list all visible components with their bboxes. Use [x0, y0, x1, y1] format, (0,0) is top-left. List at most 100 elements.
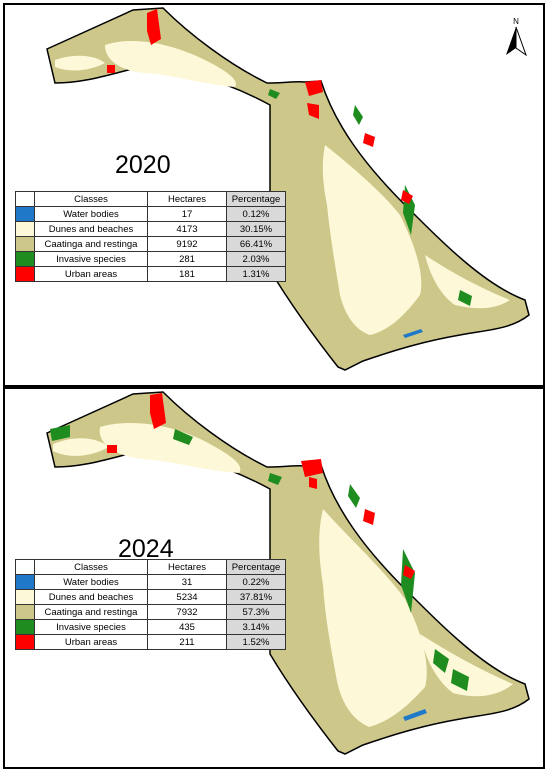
legend-row: Dunes and beaches 4173 30.15% — [15, 221, 286, 237]
dunes-area — [105, 40, 236, 87]
header-classes: Classes — [34, 559, 148, 575]
year-label-2020: 2020 — [115, 151, 171, 179]
urban-area — [150, 393, 166, 429]
dunes-area — [53, 438, 109, 456]
invasive-area — [173, 429, 193, 445]
legend-swatch-water — [15, 206, 35, 222]
legend-row: Invasive species 435 3.14% — [15, 619, 286, 635]
legend-class: Urban areas — [34, 634, 148, 650]
water-body — [403, 709, 427, 721]
legend-class: Caatinga and restinga — [34, 604, 148, 620]
invasive-area — [458, 290, 472, 306]
legend-hectares: 31 — [147, 574, 227, 590]
legend-swatch-invasive — [15, 619, 35, 635]
invasive-area — [353, 105, 363, 125]
legend-percentage: 2.03% — [226, 251, 286, 267]
legend-percentage: 66.41% — [226, 236, 286, 252]
legend-header-row: Classes Hectares Percentage — [15, 191, 286, 207]
invasive-area — [268, 89, 280, 99]
legend-hectares: 5234 — [147, 589, 227, 605]
legend-percentage: 37.81% — [226, 589, 286, 605]
invasive-area — [50, 425, 70, 441]
legend-swatch-water — [15, 574, 35, 590]
legend-row: Caatinga and restinga 9192 66.41% — [15, 236, 286, 252]
legend-hectares: 7932 — [147, 604, 227, 620]
urban-area — [107, 65, 115, 73]
map-panel-2020: N 2020 Classes Hectares Percentage Water… — [3, 3, 545, 387]
legend-swatch-dunes — [15, 221, 35, 237]
legend-row: Urban areas 211 1.52% — [15, 634, 286, 650]
dunes-area — [99, 423, 241, 473]
invasive-area — [348, 484, 360, 508]
urban-area — [403, 565, 415, 579]
invasive-area — [401, 549, 415, 613]
dunes-area — [425, 255, 510, 309]
land-cover-map-2020 — [46, 7, 530, 371]
legend-percentage: 1.31% — [226, 266, 286, 282]
legend-hectares: 281 — [147, 251, 227, 267]
legend-class: Urban areas — [34, 266, 148, 282]
legend-swatch-dunes — [15, 589, 35, 605]
legend-header-row: Classes Hectares Percentage — [15, 559, 286, 575]
header-hectares: Hectares — [147, 191, 227, 207]
dunes-area — [55, 55, 105, 71]
legend-hectares: 435 — [147, 619, 227, 635]
dunes-area — [319, 509, 427, 727]
year-label-2024: 2024 — [118, 535, 174, 563]
map-panel-2024: 2024 Classes Hectares Percentage Water b… — [3, 387, 545, 769]
urban-area — [305, 80, 323, 96]
urban-area — [107, 445, 117, 453]
invasive-area — [433, 649, 449, 673]
urban-area — [301, 459, 323, 477]
legend-swatch-urban — [15, 266, 35, 282]
legend-table-2024: Classes Hectares Percentage Water bodies… — [15, 559, 286, 650]
header-percentage: Percentage — [226, 191, 286, 207]
water-body — [403, 329, 423, 338]
legend-swatch-caatinga — [15, 604, 35, 620]
legend-class: Dunes and beaches — [34, 221, 148, 237]
north-arrow-icon: N — [506, 17, 527, 57]
legend-hectares: 17 — [147, 206, 227, 222]
header-percentage: Percentage — [226, 559, 286, 575]
header-classes: Classes — [34, 191, 148, 207]
header-hectares: Hectares — [147, 559, 227, 575]
legend-percentage: 0.12% — [226, 206, 286, 222]
legend-row: Water bodies 31 0.22% — [15, 574, 286, 590]
legend-percentage: 30.15% — [226, 221, 286, 237]
legend-percentage: 3.14% — [226, 619, 286, 635]
legend-percentage: 0.22% — [226, 574, 286, 590]
legend-row: Invasive species 281 2.03% — [15, 251, 286, 267]
legend-class: Water bodies — [34, 574, 148, 590]
dunes-area — [322, 145, 422, 335]
legend-row: Caatinga and restinga 7932 57.3% — [15, 604, 286, 620]
legend-class: Invasive species — [34, 619, 148, 635]
urban-area — [363, 133, 375, 147]
legend-class: Invasive species — [34, 251, 148, 267]
urban-area — [307, 103, 319, 119]
urban-area — [309, 477, 317, 489]
legend-class: Dunes and beaches — [34, 589, 148, 605]
legend-table-2020: Classes Hectares Percentage Water bodies… — [15, 191, 286, 282]
legend-hectares: 211 — [147, 634, 227, 650]
legend-swatch-invasive — [15, 251, 35, 267]
legend-class: Caatinga and restinga — [34, 236, 148, 252]
north-label: N — [513, 17, 519, 26]
legend-hectares: 9192 — [147, 236, 227, 252]
legend-hectares: 4173 — [147, 221, 227, 237]
urban-area — [363, 509, 375, 525]
legend-row: Dunes and beaches 5234 37.81% — [15, 589, 286, 605]
legend-row: Urban areas 181 1.31% — [15, 266, 286, 282]
legend-swatch-caatinga — [15, 236, 35, 252]
land-cover-map-2024 — [46, 391, 530, 755]
urban-area — [401, 190, 413, 204]
legend-hectares: 181 — [147, 266, 227, 282]
legend-class: Water bodies — [34, 206, 148, 222]
legend-row: Water bodies 17 0.12% — [15, 206, 286, 222]
legend-percentage: 57.3% — [226, 604, 286, 620]
invasive-area — [268, 473, 282, 485]
invasive-area — [451, 669, 469, 691]
dunes-area — [420, 634, 513, 697]
legend-percentage: 1.52% — [226, 634, 286, 650]
urban-area — [147, 9, 161, 45]
legend-swatch-urban — [15, 634, 35, 650]
